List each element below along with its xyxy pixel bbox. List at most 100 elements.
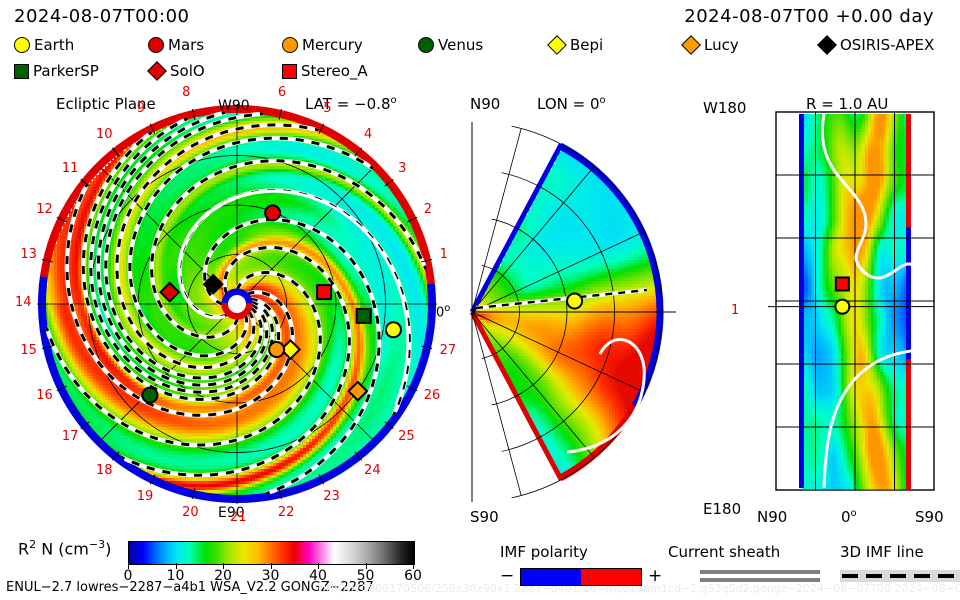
density-cell [246, 136, 250, 140]
density-cell [177, 196, 181, 200]
density-cell [129, 166, 133, 170]
density-cell [342, 184, 346, 188]
density-cell [324, 148, 328, 152]
density-cell [228, 139, 232, 143]
density-cell [204, 172, 208, 176]
density-cell [246, 181, 250, 185]
density-cell [99, 175, 103, 179]
density-cell [315, 178, 319, 182]
density-cell [207, 199, 211, 203]
density-cell [303, 157, 307, 161]
density-cell [339, 193, 343, 197]
density-cell [318, 187, 322, 191]
density-cell [144, 175, 148, 179]
density-cell [387, 199, 391, 203]
density-cell [387, 193, 391, 197]
density-cell [285, 133, 289, 137]
density-cell [273, 184, 277, 188]
density-cell [330, 154, 334, 158]
density-cell [285, 178, 289, 182]
density-cell [225, 127, 229, 131]
density-cell [348, 190, 352, 194]
density-cell [378, 181, 382, 185]
density-cell [252, 130, 256, 134]
density-cell [378, 178, 382, 182]
density-cell [201, 145, 205, 149]
density-cell [324, 193, 328, 197]
density-cell [255, 154, 259, 158]
density-cell [192, 154, 196, 158]
density-cell [240, 151, 244, 155]
density-cell [264, 142, 268, 146]
density-cell [318, 163, 322, 167]
density-cell [201, 166, 205, 170]
density-cell [213, 187, 217, 191]
density-cell [126, 184, 130, 188]
density-cell [210, 157, 214, 161]
density-cell [165, 196, 169, 200]
density-cell [324, 181, 328, 185]
density-cell [84, 193, 88, 197]
density-cell [177, 187, 181, 191]
density-cell [285, 169, 289, 173]
density-cell [90, 190, 94, 194]
density-cell [216, 187, 220, 191]
density-cell [366, 181, 370, 185]
legend-item-mercury: Mercury [282, 34, 363, 56]
legend-item-venus: Venus [418, 34, 483, 56]
density-cell [291, 187, 295, 191]
density-cell [153, 187, 157, 191]
density-cell [309, 178, 313, 182]
density-cell [198, 166, 202, 170]
density-cell [222, 181, 226, 185]
density-cell [219, 181, 223, 185]
density-cell [258, 169, 262, 173]
density-cell [243, 181, 247, 185]
density-cell [285, 172, 289, 176]
density-cell [273, 199, 277, 203]
density-cell [216, 193, 220, 197]
density-cell [183, 190, 187, 194]
density-cell [222, 187, 226, 191]
density-cell [93, 181, 97, 185]
density-cell [246, 133, 250, 137]
density-cell [309, 151, 313, 155]
density-cell [363, 199, 367, 203]
density-cell [237, 199, 241, 203]
density-cell [207, 181, 211, 185]
density-cell [336, 196, 340, 200]
density-cell [360, 184, 364, 188]
density-cell [360, 199, 364, 203]
density-cell [330, 163, 334, 167]
density-cell [192, 199, 196, 203]
density-cell [120, 151, 124, 155]
density-cell [294, 145, 298, 149]
density-cell [171, 139, 175, 143]
density-cell [177, 124, 181, 128]
density-cell [177, 193, 181, 197]
density-cell [255, 187, 259, 191]
density-cell [138, 181, 142, 185]
density-cell [240, 199, 244, 203]
density-cell [222, 163, 226, 167]
density-cell [336, 199, 340, 203]
density-cell [300, 187, 304, 191]
density-cell [138, 154, 142, 158]
density-cell [288, 175, 292, 179]
density-cell [234, 151, 238, 155]
density-cell [366, 187, 370, 191]
density-cell [330, 139, 334, 143]
density-cell [168, 124, 172, 128]
density-cell [144, 199, 148, 203]
density-cell [222, 133, 226, 137]
density-cell [180, 163, 184, 167]
density-cell [324, 151, 328, 155]
density-cell [204, 142, 208, 146]
density-cell [231, 160, 235, 164]
density-cell [186, 184, 190, 188]
density-cell [303, 154, 307, 158]
density-cell [267, 130, 271, 134]
density-cell [210, 196, 214, 200]
density-cell [225, 172, 229, 176]
density-cell [285, 142, 289, 146]
